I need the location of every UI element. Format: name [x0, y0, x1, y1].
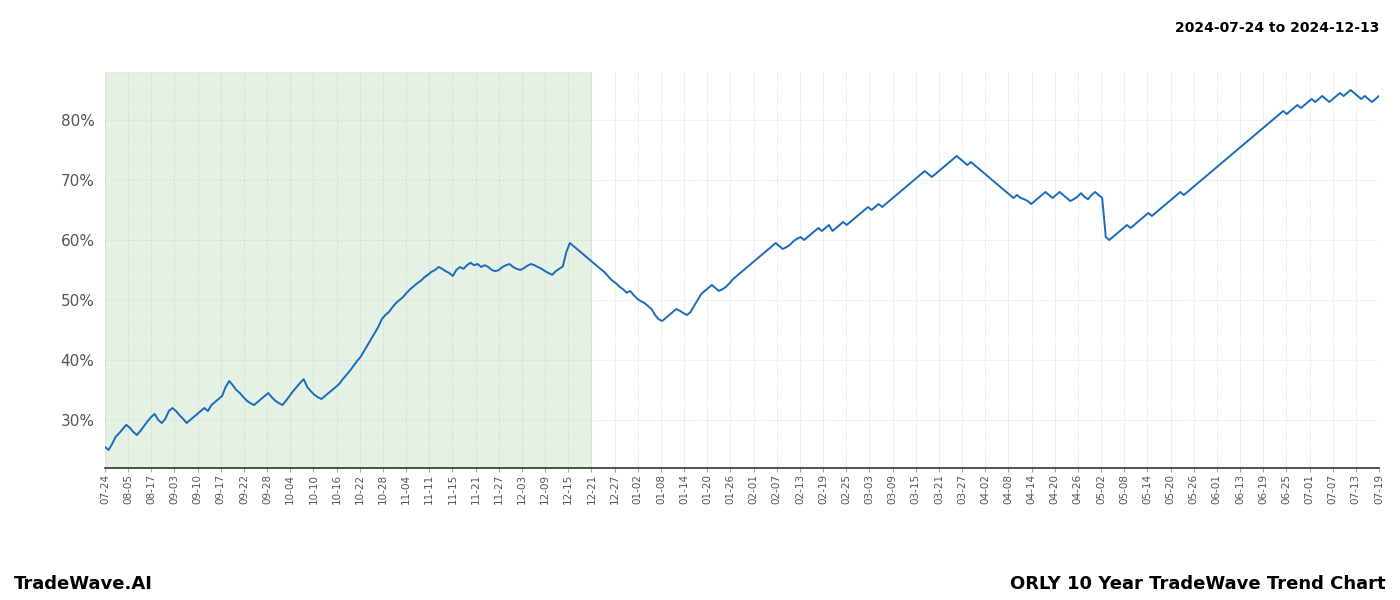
Bar — [105, 72, 591, 468]
Text: ORLY 10 Year TradeWave Trend Chart: ORLY 10 Year TradeWave Trend Chart — [1011, 575, 1386, 593]
Text: 2024-07-24 to 2024-12-13: 2024-07-24 to 2024-12-13 — [1175, 21, 1379, 35]
Text: TradeWave.AI: TradeWave.AI — [14, 575, 153, 593]
